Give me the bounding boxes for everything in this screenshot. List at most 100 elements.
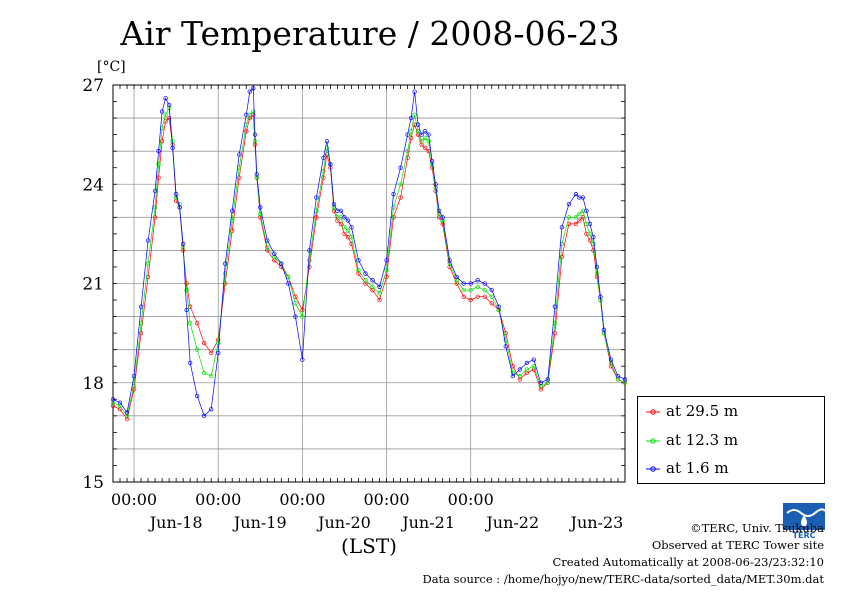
data-point bbox=[251, 109, 256, 114]
data-point bbox=[300, 307, 305, 313]
data-point bbox=[405, 149, 410, 154]
data-point bbox=[433, 182, 438, 187]
data-point bbox=[324, 145, 330, 151]
data-point bbox=[321, 155, 326, 160]
data-point bbox=[377, 284, 382, 289]
x-time-label: 00:00 bbox=[279, 490, 325, 509]
data-point bbox=[398, 182, 403, 187]
series-line bbox=[112, 87, 626, 417]
data-point bbox=[489, 294, 494, 299]
data-point bbox=[391, 215, 396, 220]
data-point bbox=[338, 208, 344, 213]
data-point bbox=[573, 215, 579, 220]
data-point bbox=[230, 218, 235, 223]
data-point bbox=[180, 241, 186, 246]
data-point bbox=[145, 238, 151, 243]
y-tick-label: 21 bbox=[82, 275, 104, 295]
data-point bbox=[587, 221, 593, 227]
data-point bbox=[184, 287, 189, 293]
data-point bbox=[338, 221, 344, 227]
data-point bbox=[209, 373, 214, 379]
data-point bbox=[138, 304, 144, 309]
data-point bbox=[391, 205, 396, 210]
data-point bbox=[573, 192, 579, 197]
logo-text: TERC bbox=[793, 531, 816, 539]
data-point bbox=[254, 172, 259, 177]
data-point bbox=[415, 122, 421, 127]
data-point bbox=[286, 274, 291, 280]
data-point bbox=[300, 357, 305, 362]
data-point bbox=[377, 297, 382, 303]
data-point bbox=[321, 168, 326, 174]
legend-label: at 12.3 m bbox=[666, 431, 739, 449]
legend-marker-blue-icon bbox=[646, 466, 660, 472]
data-point bbox=[307, 258, 312, 263]
legend-marker-green-icon bbox=[646, 438, 660, 444]
data-point bbox=[188, 321, 193, 326]
x-day-label: Jun-23 bbox=[569, 513, 624, 532]
data-point bbox=[412, 89, 417, 94]
legend-item-12-3m: at 12.3 m bbox=[646, 430, 738, 450]
data-point bbox=[440, 215, 445, 220]
series-line bbox=[112, 114, 626, 420]
data-point bbox=[482, 287, 487, 293]
data-point bbox=[272, 251, 277, 256]
data-point bbox=[345, 218, 351, 223]
data-point bbox=[265, 238, 270, 243]
data-point bbox=[177, 205, 182, 210]
y-tick-label: 27 bbox=[82, 76, 104, 96]
data-point bbox=[152, 188, 158, 194]
data-point bbox=[184, 307, 189, 313]
y-tick-label: 18 bbox=[82, 374, 104, 394]
x-time-label: 00:00 bbox=[448, 490, 494, 509]
data-point bbox=[195, 321, 200, 326]
data-point bbox=[244, 112, 249, 117]
data-point bbox=[559, 254, 565, 260]
legend-label: at 1.6 m bbox=[666, 459, 729, 477]
data-point bbox=[482, 281, 487, 286]
data-point bbox=[237, 175, 242, 180]
data-point bbox=[422, 135, 428, 141]
data-point bbox=[475, 284, 480, 289]
series-1 bbox=[110, 106, 628, 418]
data-point bbox=[591, 235, 596, 240]
data-point bbox=[170, 139, 175, 144]
data-point bbox=[328, 162, 333, 167]
data-point bbox=[223, 271, 228, 276]
data-point bbox=[429, 158, 435, 164]
series-2 bbox=[110, 86, 628, 418]
data-point bbox=[293, 314, 298, 319]
credit-created: Created Automatically at 2008-06-23/23:3… bbox=[552, 555, 825, 569]
data-point bbox=[356, 258, 361, 263]
data-point bbox=[384, 268, 389, 273]
data-point bbox=[124, 410, 130, 415]
data-point bbox=[454, 274, 459, 280]
data-point bbox=[324, 139, 330, 144]
data-point bbox=[216, 350, 221, 356]
data-point bbox=[188, 360, 193, 366]
data-point bbox=[594, 264, 600, 270]
data-point bbox=[377, 291, 382, 296]
data-point bbox=[447, 258, 452, 263]
data-point bbox=[601, 327, 607, 332]
data-point bbox=[415, 129, 421, 134]
data-point bbox=[615, 373, 621, 379]
data-point bbox=[356, 268, 361, 273]
data-point bbox=[307, 264, 312, 270]
credit-copyright: ©TERC, Univ. Tsukuba bbox=[690, 521, 824, 535]
data-point bbox=[475, 294, 480, 299]
data-point bbox=[345, 228, 351, 233]
data-point bbox=[559, 225, 565, 230]
plot-frame bbox=[112, 84, 626, 483]
data-point bbox=[300, 314, 305, 319]
data-point bbox=[156, 162, 161, 167]
data-point bbox=[587, 231, 593, 237]
data-point bbox=[342, 231, 347, 237]
data-point bbox=[510, 364, 515, 369]
data-point bbox=[195, 347, 200, 352]
data-point bbox=[202, 413, 207, 418]
data-point bbox=[163, 112, 168, 117]
data-point bbox=[247, 89, 252, 94]
data-point bbox=[580, 195, 586, 200]
